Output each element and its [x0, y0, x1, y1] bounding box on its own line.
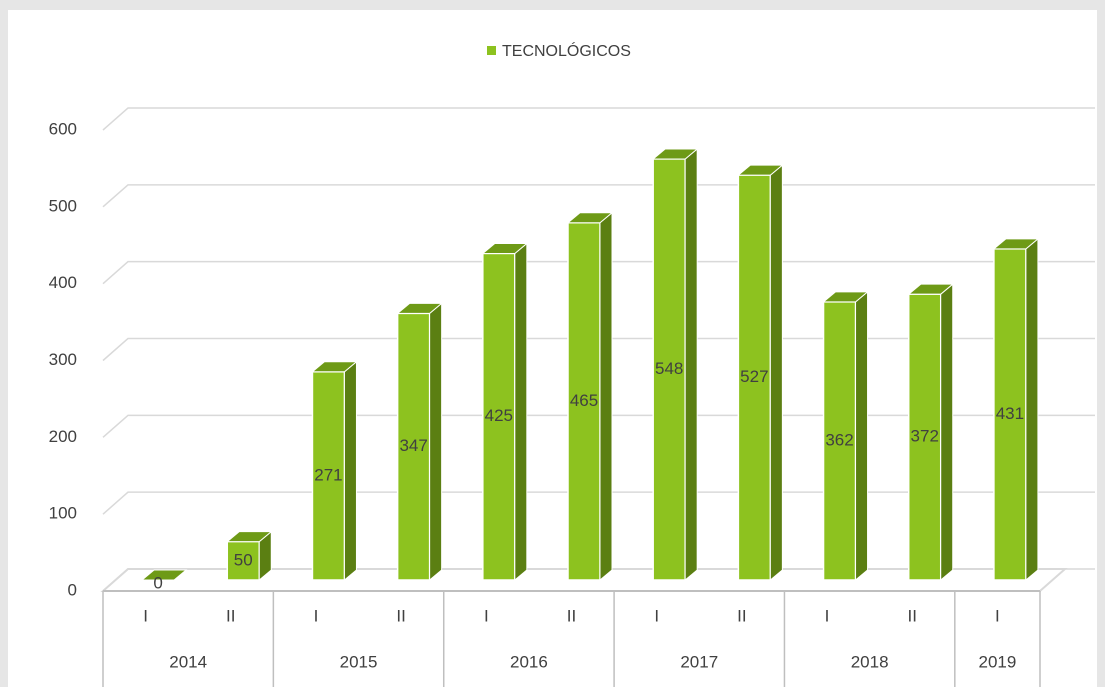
y-tick-label: 0 — [68, 580, 77, 599]
y-tick-label: 500 — [49, 196, 77, 215]
legend-label: TECNOLÓGICOS — [502, 41, 631, 60]
bar-side — [429, 302, 443, 582]
data-label: 50 — [234, 550, 253, 569]
y-tick-label: 200 — [49, 427, 77, 446]
group-label: 2018 — [851, 652, 889, 671]
data-label: 548 — [655, 359, 683, 378]
x-tick-label: II — [396, 606, 405, 625]
grid-line — [102, 107, 1095, 131]
bar-side — [940, 283, 954, 582]
bar-side — [514, 242, 528, 582]
data-label: 0 — [153, 573, 162, 592]
data-label: 431 — [996, 404, 1024, 423]
bar-top — [311, 361, 358, 373]
bar-top — [481, 242, 529, 254]
group-label: 2019 — [978, 652, 1016, 671]
data-label: 372 — [911, 427, 939, 446]
bar-top — [225, 531, 273, 543]
bar-front — [567, 221, 601, 581]
data-label: 347 — [399, 436, 427, 455]
x-tick-label: I — [314, 606, 319, 625]
bar-front — [822, 301, 857, 581]
bar-side — [684, 147, 698, 582]
y-tick-label: 300 — [49, 350, 77, 369]
data-label: 425 — [485, 406, 513, 425]
y-tick-label: 100 — [49, 504, 77, 523]
bar-side — [769, 164, 783, 582]
x-tick-label: I — [654, 606, 659, 625]
bar-top — [907, 283, 955, 295]
bar-front — [311, 371, 346, 581]
bar-front — [907, 293, 942, 581]
bar-top — [396, 302, 444, 314]
x-tick-label: II — [737, 606, 746, 625]
data-label: 271 — [314, 465, 342, 484]
bar-side — [343, 360, 357, 582]
group-label: 2014 — [169, 652, 207, 671]
bar-front — [993, 248, 1027, 581]
bar-side — [599, 211, 613, 582]
y-tick-label: 600 — [49, 119, 77, 138]
bar-front — [652, 158, 686, 581]
y-tick-label: 400 — [49, 273, 77, 292]
group-label: 2015 — [340, 652, 378, 671]
legend-swatch — [487, 46, 496, 55]
x-tick-label: I — [825, 606, 830, 625]
x-tick-label: II — [908, 606, 917, 625]
data-label: 527 — [740, 367, 768, 386]
bar-side — [1025, 237, 1039, 582]
group-label: 2016 — [510, 652, 548, 671]
bar-top — [992, 238, 1040, 250]
data-label: 465 — [570, 391, 598, 410]
bar-top — [140, 569, 188, 581]
bar-top — [736, 164, 784, 176]
x-tick-label: I — [995, 606, 1000, 625]
x-tick-label: II — [567, 606, 576, 625]
bar-top — [651, 148, 699, 160]
bar-side — [855, 290, 869, 582]
x-tick-label: I — [143, 606, 148, 625]
x-tick-label: II — [226, 606, 235, 625]
x-tick-label: I — [484, 606, 489, 625]
bar-top — [566, 212, 614, 224]
group-label: 2017 — [680, 652, 718, 671]
data-label: 362 — [825, 430, 853, 449]
bar-top — [822, 291, 869, 303]
